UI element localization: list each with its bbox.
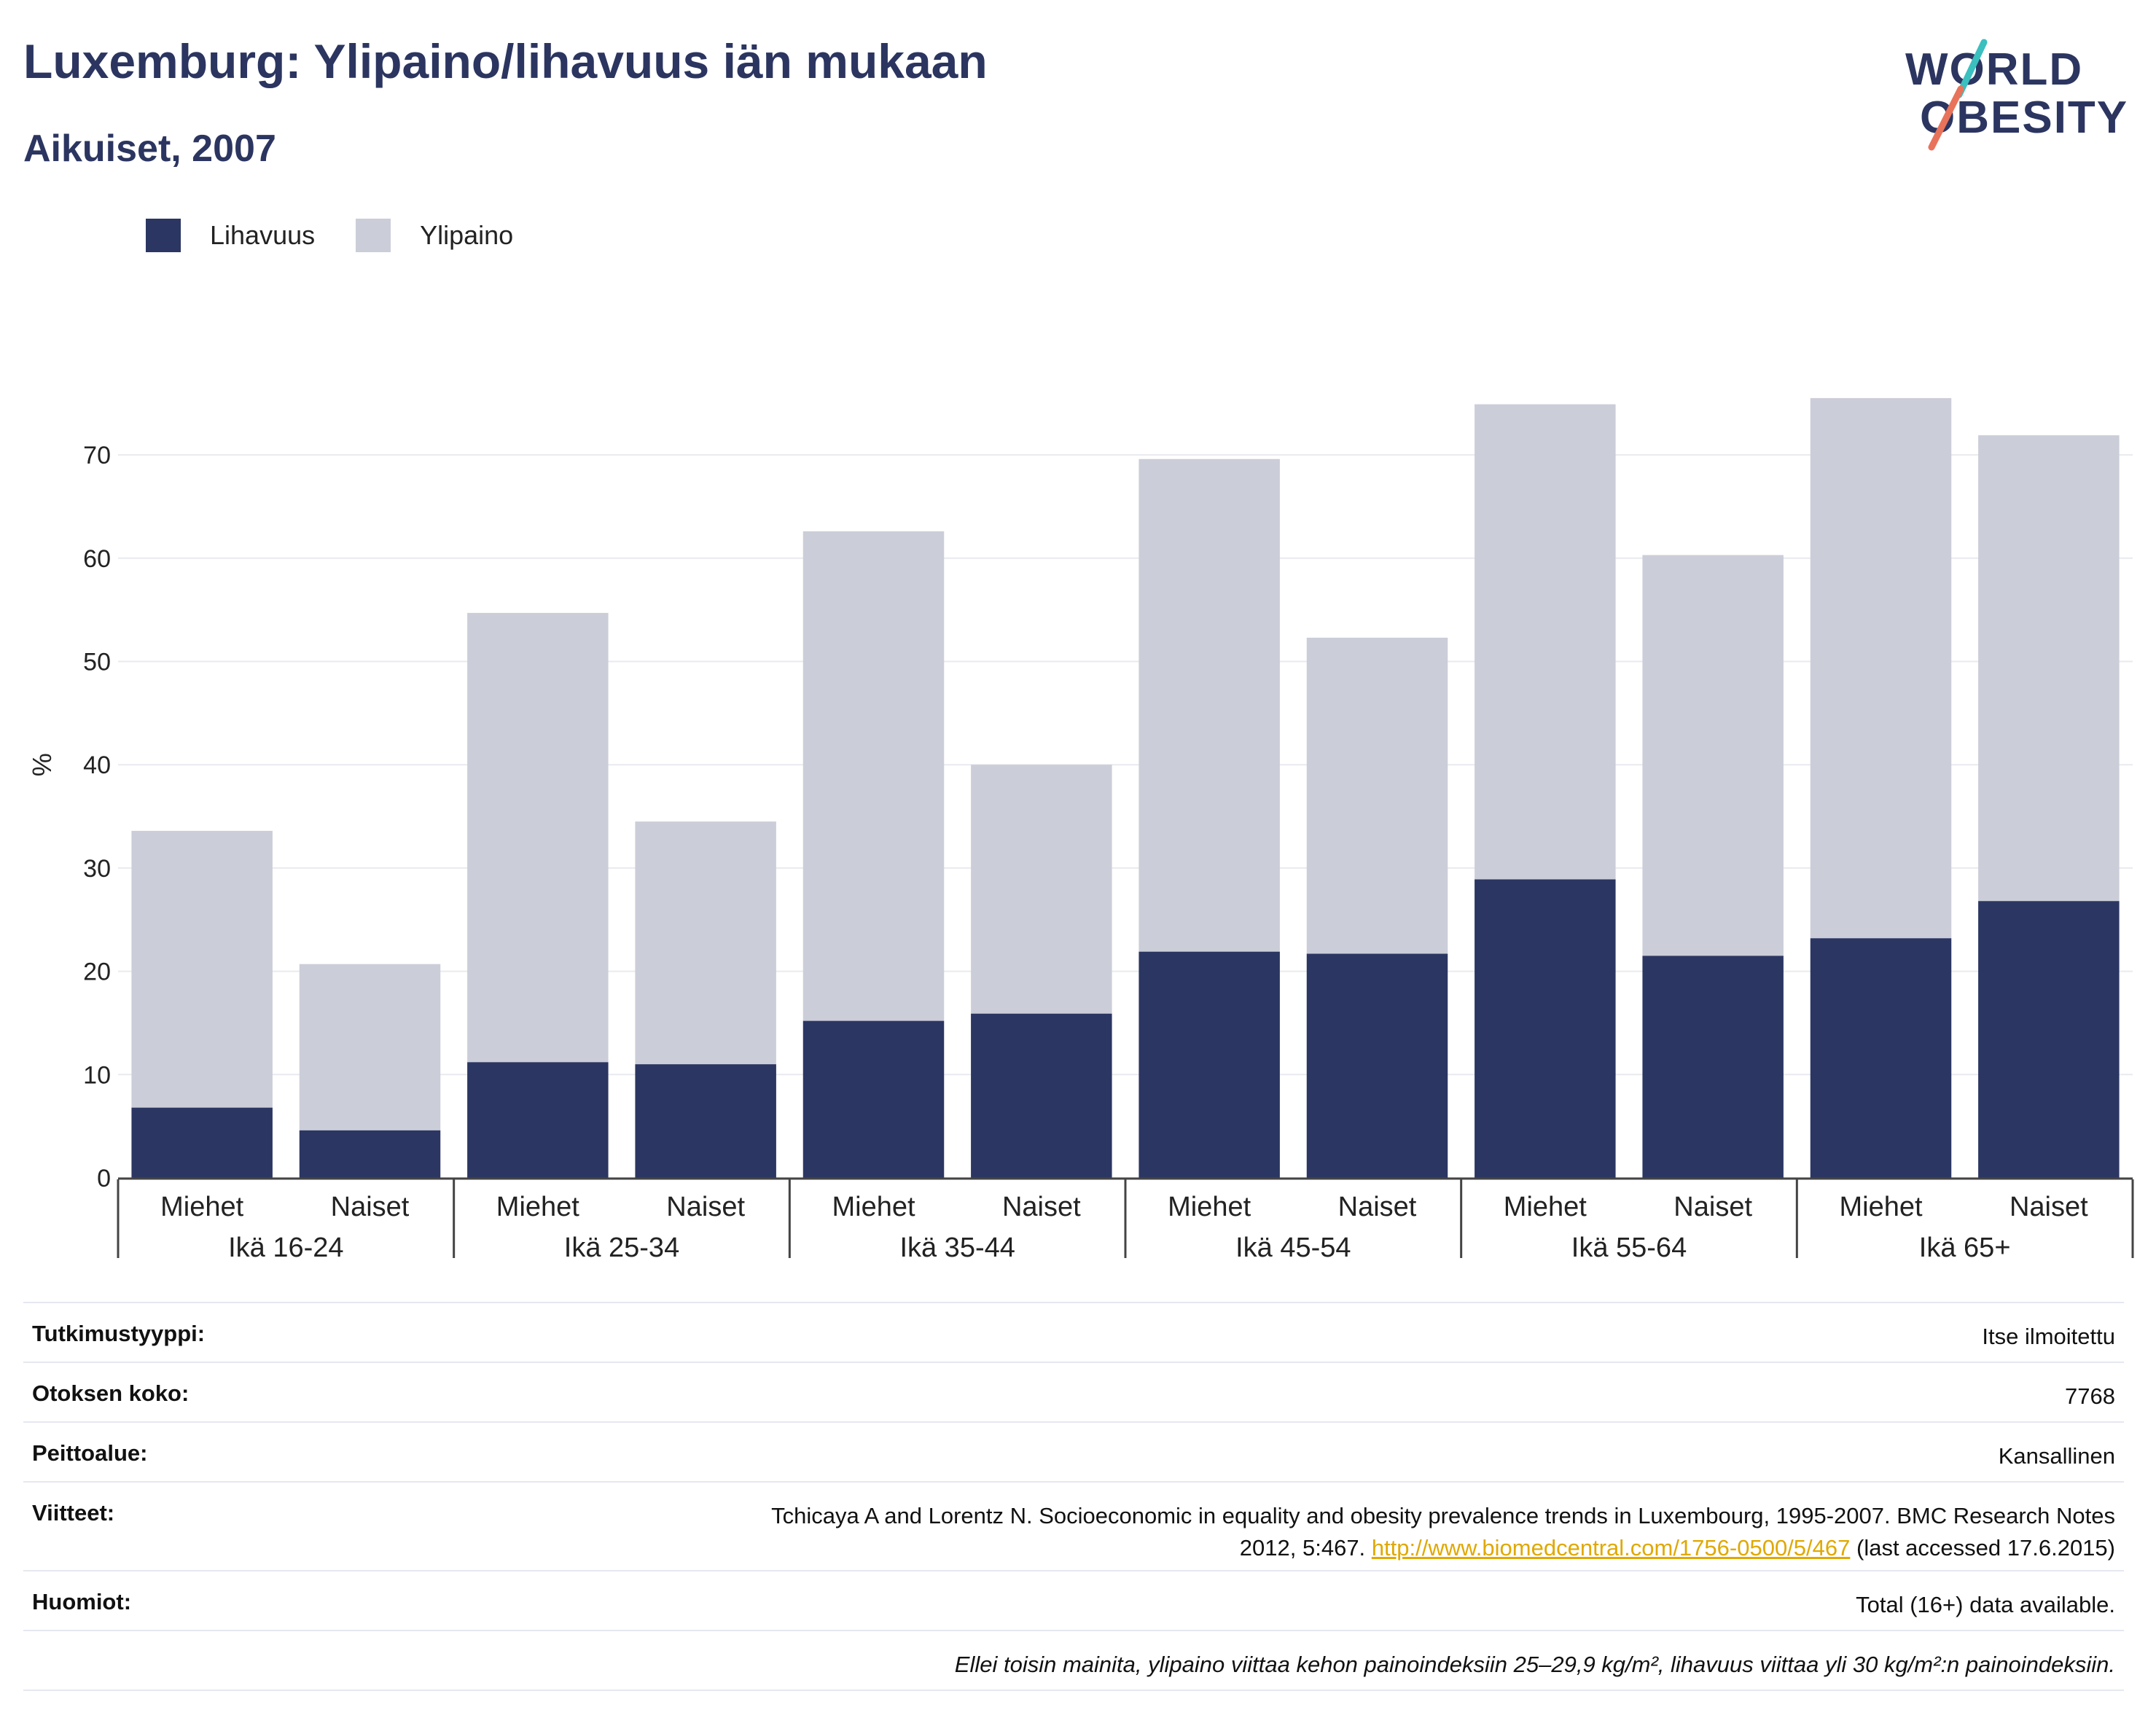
- reference-accessed: (last accessed 17.6.2015): [1856, 1535, 2115, 1561]
- x-tick-label: Naiset: [666, 1192, 745, 1222]
- bar-overweight: [131, 830, 273, 1108]
- bar-overweight: [1138, 458, 1280, 952]
- info-row-sample-size: Otoksen koko: 7768: [23, 1362, 2124, 1421]
- reference-line2: 2012, 5:467. http://www.biomedcentral.co…: [771, 1532, 2115, 1564]
- info-row-notes: Huomiot: Total (16+) data available.: [23, 1570, 2124, 1630]
- bar-overweight: [1642, 555, 1784, 956]
- bar-obesity: [299, 1130, 441, 1178]
- reference-link[interactable]: http://www.biomedcentral.com/1756-0500/5…: [1371, 1535, 1851, 1561]
- info-key: Otoksen koko:: [32, 1380, 190, 1406]
- y-tick-label: 70: [83, 442, 111, 469]
- info-value: 7768: [2065, 1383, 2115, 1409]
- bar-overweight: [1978, 435, 2120, 902]
- y-tick-label: 40: [83, 751, 111, 779]
- reference-citation: 2012, 5:467.: [1239, 1535, 1366, 1561]
- info-value: Kansallinen: [1998, 1443, 2115, 1469]
- x-tick-label: Naiset: [1338, 1192, 1417, 1222]
- x-tick-label: Miehet: [1168, 1192, 1251, 1222]
- bar-obesity: [635, 1064, 776, 1178]
- x-tick-label: Naiset: [1002, 1192, 1081, 1222]
- page-subtitle: Aikuiset, 2007: [23, 128, 276, 170]
- x-group-label: Ikä 16-24: [228, 1233, 343, 1263]
- x-group-label: Ikä 25-34: [564, 1233, 679, 1263]
- y-tick-label: 50: [83, 649, 111, 676]
- bar-obesity: [1306, 953, 1448, 1178]
- x-group-label: Ikä 65+: [1919, 1233, 2011, 1263]
- logo-line1: WORLD: [1905, 44, 2083, 95]
- y-axis-label: %: [27, 753, 57, 776]
- world-obesity-logo: WORLD OBESITY: [1905, 39, 2128, 151]
- footnote: Ellei toisin mainita, ylipaino viittaa k…: [954, 1652, 2115, 1677]
- legend-label-overweight: Ylipaino: [420, 220, 514, 250]
- bar-overweight: [1475, 404, 1616, 880]
- info-row-footnote: Ellei toisin mainita, ylipaino viittaa k…: [23, 1630, 2124, 1691]
- bar-obesity: [971, 1013, 1112, 1178]
- info-table: Tutkimustyyppi: Itse ilmoitettu Otoksen …: [23, 1302, 2124, 1691]
- x-tick-label: Naiset: [1673, 1192, 1752, 1222]
- x-tick-label: Miehet: [1839, 1192, 1922, 1222]
- info-key: Tutkimustyyppi:: [32, 1321, 206, 1346]
- x-tick-label: Miehet: [496, 1192, 579, 1222]
- info-key: Peittoalue:: [32, 1440, 148, 1466]
- bar-obesity: [131, 1107, 273, 1178]
- legend-item-overweight: Ylipaino: [356, 219, 513, 252]
- bar-overweight: [467, 612, 609, 1063]
- x-group-label: Ikä 55-64: [1571, 1233, 1687, 1263]
- chart-legend: Lihavuus Ylipaino: [146, 219, 554, 252]
- y-tick-label: 10: [83, 1061, 111, 1089]
- info-value: Total (16+) data available.: [1856, 1592, 2115, 1617]
- y-tick-label: 0: [97, 1165, 111, 1192]
- bar-overweight: [1306, 637, 1448, 954]
- y-tick-label: 60: [83, 545, 111, 573]
- logo-line2: OBESITY: [1920, 93, 2128, 143]
- reference-text: Tchicaya A and Lorentz N. Socioeconomic …: [771, 1500, 2115, 1570]
- legend-label-obesity: Lihavuus: [210, 220, 316, 250]
- bar-obesity: [1810, 938, 1952, 1178]
- x-tick-label: Naiset: [2009, 1192, 2088, 1222]
- bar-obesity: [467, 1062, 609, 1178]
- legend-swatch-obesity: [146, 219, 181, 252]
- info-key: Huomiot:: [32, 1589, 132, 1614]
- info-value: Itse ilmoitettu: [1982, 1324, 2115, 1349]
- y-tick-label: 20: [83, 958, 111, 986]
- legend-item-obesity: Lihavuus: [146, 219, 315, 252]
- x-group-label: Ikä 45-54: [1235, 1233, 1351, 1263]
- bar-obesity: [1475, 879, 1616, 1178]
- page-title: Luxemburg: Ylipaino/lihavuus iän mukaan: [23, 34, 988, 88]
- info-row-study-type: Tutkimustyyppi: Itse ilmoitettu: [23, 1302, 2124, 1362]
- bar-overweight: [971, 765, 1112, 1014]
- stacked-bar-chart: 0 10 20 30 40 50 60 70% Miehet Naiset Miehet Naiset…: [27, 398, 2134, 1263]
- y-tick-label: 30: [83, 855, 111, 883]
- bar-overweight: [802, 531, 945, 1021]
- bar-overweight: [299, 964, 441, 1130]
- x-tick-label: Miehet: [832, 1192, 915, 1222]
- x-tick-label: Miehet: [160, 1192, 243, 1222]
- reference-line1: Tchicaya A and Lorentz N. Socioeconomic …: [771, 1503, 2115, 1528]
- bar-overweight: [1810, 398, 1952, 939]
- legend-swatch-overweight: [356, 219, 391, 252]
- info-row-references: Viitteet: Tchicaya A and Lorentz N. Soci…: [23, 1481, 2124, 1570]
- bar-obesity: [1978, 901, 2120, 1178]
- bar-obesity: [1138, 951, 1280, 1178]
- x-tick-label: Naiset: [331, 1192, 410, 1222]
- x-tick-label: Miehet: [1504, 1192, 1587, 1222]
- bar-obesity: [802, 1020, 945, 1178]
- bar-overweight: [635, 821, 776, 1065]
- info-key: Viitteet:: [32, 1500, 115, 1526]
- info-row-coverage: Peittoalue: Kansallinen: [23, 1421, 2124, 1481]
- x-group-label: Ikä 35-44: [899, 1233, 1015, 1263]
- bar-obesity: [1642, 956, 1784, 1178]
